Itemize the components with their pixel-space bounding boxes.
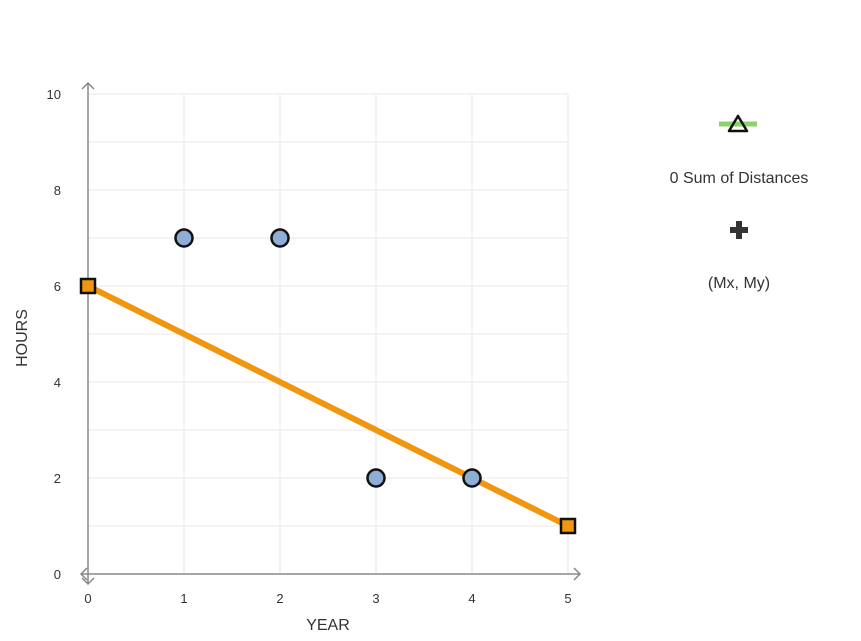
data-point <box>462 468 482 488</box>
plus-icon[interactable] <box>727 218 751 242</box>
line-handle-end[interactable] <box>559 517 577 535</box>
x-tick-label: 4 <box>468 591 475 606</box>
y-axis-title: HOURS <box>14 309 31 367</box>
y-tick-label: 0 <box>54 567 61 582</box>
x-tick-label: 5 <box>564 591 571 606</box>
triangle-shape <box>727 114 749 133</box>
y-tick-label: 8 <box>54 183 61 198</box>
fit-line[interactable] <box>85 283 571 529</box>
data-point <box>366 468 386 488</box>
y-tick-label: 2 <box>54 471 61 486</box>
x-axis-arrow-right <box>573 567 582 581</box>
x-axis-title: YEAR <box>306 617 350 634</box>
sum-of-distances-label: 0 Sum of Distances <box>669 170 809 187</box>
plot-grid <box>88 93 569 574</box>
data-point <box>174 228 194 248</box>
data-point <box>270 228 290 248</box>
x-tick-label: 3 <box>372 591 379 606</box>
y-axis-arrow-bottom <box>81 577 95 586</box>
y-tick-label: 10 <box>47 87 61 102</box>
data-points <box>174 228 482 488</box>
tick-labels: 0 1 2 3 4 5 0 2 4 6 8 10 <box>47 87 572 606</box>
line-handle-start[interactable] <box>79 277 97 295</box>
y-tick-label: 6 <box>54 279 61 294</box>
y-axis-arrow-top <box>81 81 95 90</box>
x-axis-arrow-left <box>79 567 88 581</box>
triangle-ruler-icon[interactable] <box>717 112 759 136</box>
fit-line-group[interactable] <box>85 283 571 529</box>
y-tick-label: 4 <box>54 375 61 390</box>
x-tick-label: 0 <box>84 591 91 606</box>
x-tick-label: 2 <box>276 591 283 606</box>
x-tick-label: 1 <box>180 591 187 606</box>
midpoint-label: (Mx, My) <box>707 275 771 292</box>
plot-axes <box>79 81 582 586</box>
line-handles[interactable] <box>79 277 577 535</box>
plus-horizontal <box>730 227 748 233</box>
